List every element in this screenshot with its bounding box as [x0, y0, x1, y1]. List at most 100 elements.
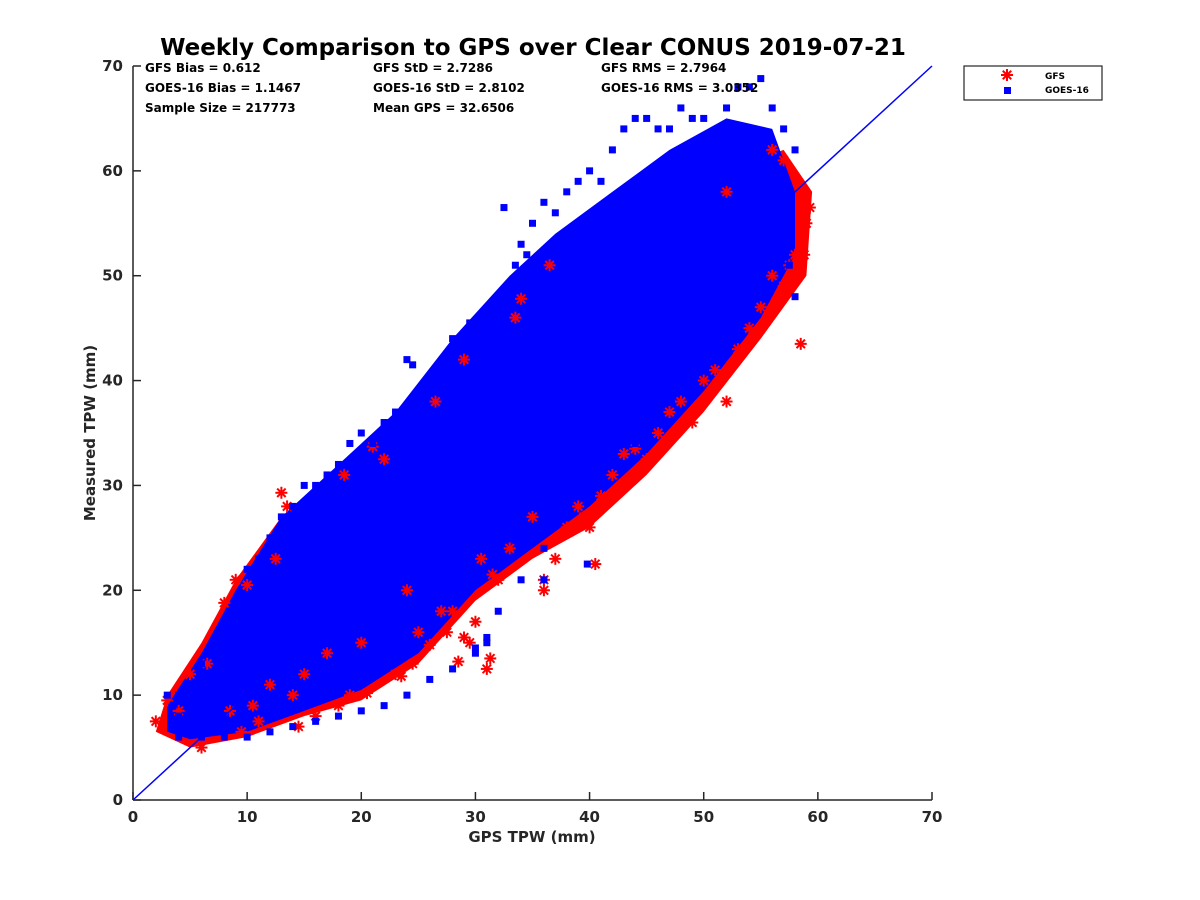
gfs-point	[594, 489, 607, 502]
legend-gfs-asterisk	[1001, 69, 1013, 81]
goes16-point	[734, 83, 742, 91]
goes16-point	[380, 419, 388, 427]
gfs-series	[149, 143, 816, 754]
gfs-point	[360, 687, 373, 700]
goes16-point	[745, 272, 753, 280]
gfs-point	[269, 552, 282, 565]
stat-mean-gps: Mean GPS = 32.6506	[373, 101, 514, 115]
y-axis-ticks: 0 10 20 30 40 50 60 70	[102, 57, 141, 809]
goes16-point	[449, 335, 457, 343]
gfs-point	[400, 584, 413, 597]
goes16-point	[677, 377, 685, 385]
gfs-point	[469, 615, 482, 628]
goes16-point	[711, 146, 719, 154]
gfs-point	[252, 715, 265, 728]
goes16-point	[266, 728, 274, 736]
goes16-point	[357, 429, 365, 437]
gfs-point	[798, 248, 811, 261]
goes16-point	[471, 649, 479, 657]
goes16-point	[471, 644, 479, 652]
gfs-point	[246, 699, 259, 712]
gfs-point	[754, 301, 767, 314]
gfs-point	[652, 427, 665, 439]
goes16-point	[466, 319, 474, 327]
gfs-point	[549, 552, 562, 565]
goes16-point	[369, 439, 377, 447]
gfs-point	[218, 596, 231, 609]
gfs-point	[355, 636, 368, 649]
goes16-point	[643, 114, 651, 122]
goes16-point	[289, 502, 297, 510]
gfs-point	[766, 143, 779, 156]
gfs-point	[720, 185, 733, 198]
gfs-point	[543, 259, 556, 272]
goes16-point	[631, 114, 639, 122]
gfs-point	[800, 217, 813, 230]
goes16-point	[563, 513, 571, 521]
goes16-series	[163, 75, 799, 741]
goes16-point	[791, 293, 799, 301]
gfs-point	[583, 521, 596, 534]
gfs-point	[458, 353, 471, 366]
goes16-point	[243, 733, 251, 741]
gfs-point	[435, 605, 448, 618]
y-axis-label: Measured TPW (mm)	[81, 345, 99, 521]
goes16-point	[757, 75, 765, 83]
x-tick-label: 60	[807, 808, 828, 826]
gfs-point	[526, 510, 539, 523]
goes16-point	[723, 324, 731, 332]
goes16-point	[449, 665, 457, 673]
gfs-point	[589, 558, 602, 571]
goes16-point	[403, 691, 411, 699]
sample-cloud	[155, 118, 813, 748]
x-tick-label: 30	[465, 808, 486, 826]
x-tick-label: 10	[237, 808, 258, 826]
x-tick-label: 0	[128, 808, 138, 826]
goes16-point	[785, 261, 793, 269]
x-axis-ticks: 0 10 20 30 40 50 60 70	[128, 792, 943, 826]
goes16-point	[169, 702, 177, 710]
goes16-point	[723, 104, 731, 112]
gfs-point	[674, 395, 687, 408]
gfs-point	[263, 678, 276, 691]
goes16-point	[745, 83, 753, 91]
goes16-point	[186, 702, 194, 710]
goes16-point	[608, 460, 616, 468]
stat-goes16-rms: GOES-16 RMS = 3.0352	[601, 81, 758, 95]
goes16-point	[312, 481, 320, 489]
x-tick-label: 70	[922, 808, 943, 826]
goes16-point	[768, 219, 776, 227]
goes16-point	[540, 576, 548, 584]
goes16-point	[494, 314, 502, 322]
gfs-point	[440, 626, 453, 639]
chart-title: Weekly Comparison to GPS over Clear CONU…	[160, 35, 906, 61]
legend-goes16-label: GOES-16	[1045, 86, 1089, 96]
gfs-point	[515, 292, 528, 305]
one-to-one-line	[132, 65, 933, 801]
goes16-point	[209, 639, 217, 647]
goes16-point	[414, 387, 422, 395]
gfs-point	[572, 500, 585, 513]
gfs-point	[332, 699, 345, 712]
goes16-point	[232, 597, 240, 605]
gfs-point	[777, 280, 790, 293]
goes16-point	[483, 633, 491, 641]
gfs-point	[777, 154, 790, 167]
goes16-point	[540, 198, 548, 206]
legend-gfs-label: GFS	[1045, 72, 1065, 82]
goes16-point	[323, 471, 331, 479]
gfs-point	[663, 406, 676, 419]
goes16-point	[392, 408, 400, 416]
goes16-point	[620, 125, 628, 133]
goes16-point	[175, 712, 183, 720]
gfs-point	[480, 662, 493, 675]
goes16-point	[175, 691, 183, 699]
goes16-point	[409, 361, 417, 369]
gfs-point	[241, 579, 254, 592]
gfs-point	[184, 668, 197, 681]
gfs-point	[577, 510, 590, 523]
gfs-point	[423, 638, 436, 651]
goes16-point	[780, 125, 788, 133]
y-tick-label: 50	[102, 267, 123, 285]
goes16-point	[483, 324, 491, 332]
